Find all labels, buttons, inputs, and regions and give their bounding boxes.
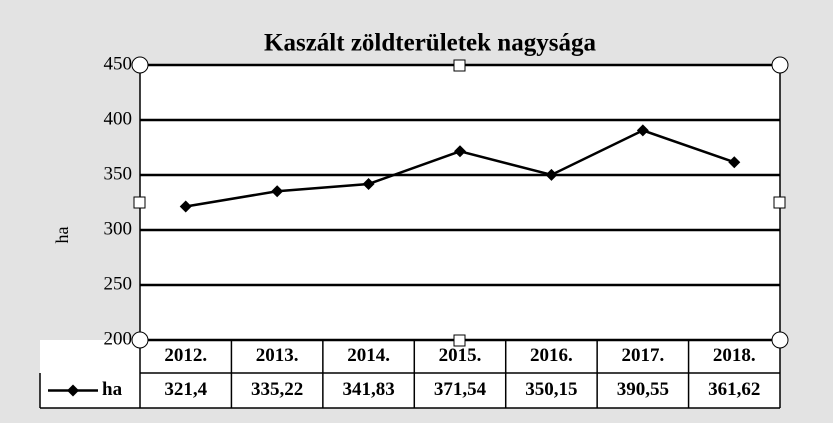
y-tick-label: 400 [104, 108, 133, 129]
handle [771, 56, 789, 74]
x-tick-label: 2016. [530, 345, 573, 366]
handle [131, 56, 149, 74]
handle [771, 331, 789, 349]
selection-handles [131, 56, 789, 349]
point-marker [454, 145, 466, 158]
point-marker [179, 200, 192, 213]
legend-marker [67, 384, 79, 397]
handle [131, 331, 149, 349]
x-tick-label: 2015. [439, 345, 482, 366]
table-value: 361,62 [708, 379, 760, 400]
y-tick-label: 250 [104, 273, 133, 294]
x-tick-label: 2014. [347, 345, 390, 366]
x-tick-label: 2018. [713, 345, 756, 366]
x-tick-label: 2012. [164, 345, 207, 366]
handle [453, 59, 466, 72]
table-value: 350,15 [525, 379, 577, 400]
table-value: 335,22 [251, 379, 303, 400]
point-marker [271, 185, 284, 198]
handle [133, 196, 146, 209]
x-tick-label: 2017. [621, 345, 664, 366]
chart-title: Kaszált zöldterületek nagysága [264, 30, 596, 57]
handle [453, 334, 466, 347]
plot-area [140, 65, 780, 340]
y-tick-label: 450 [104, 53, 133, 74]
legend-label: ha [102, 379, 123, 400]
x-tick-label: 2013. [256, 345, 299, 366]
table-value: 321,4 [164, 379, 207, 400]
data-table [40, 340, 780, 408]
table-value: 390,55 [617, 379, 669, 400]
table-value: 341,83 [342, 379, 394, 400]
table-value: 371,54 [434, 379, 487, 400]
point-marker [362, 177, 375, 190]
point-marker [728, 156, 741, 169]
y-axis-label: ha [52, 227, 72, 244]
y-tick-label: 200 [104, 328, 133, 349]
point-marker [636, 124, 649, 137]
handle [773, 196, 786, 209]
y-tick-label: 300 [104, 218, 133, 239]
y-tick-label: 350 [104, 163, 133, 184]
point-marker [545, 168, 558, 181]
